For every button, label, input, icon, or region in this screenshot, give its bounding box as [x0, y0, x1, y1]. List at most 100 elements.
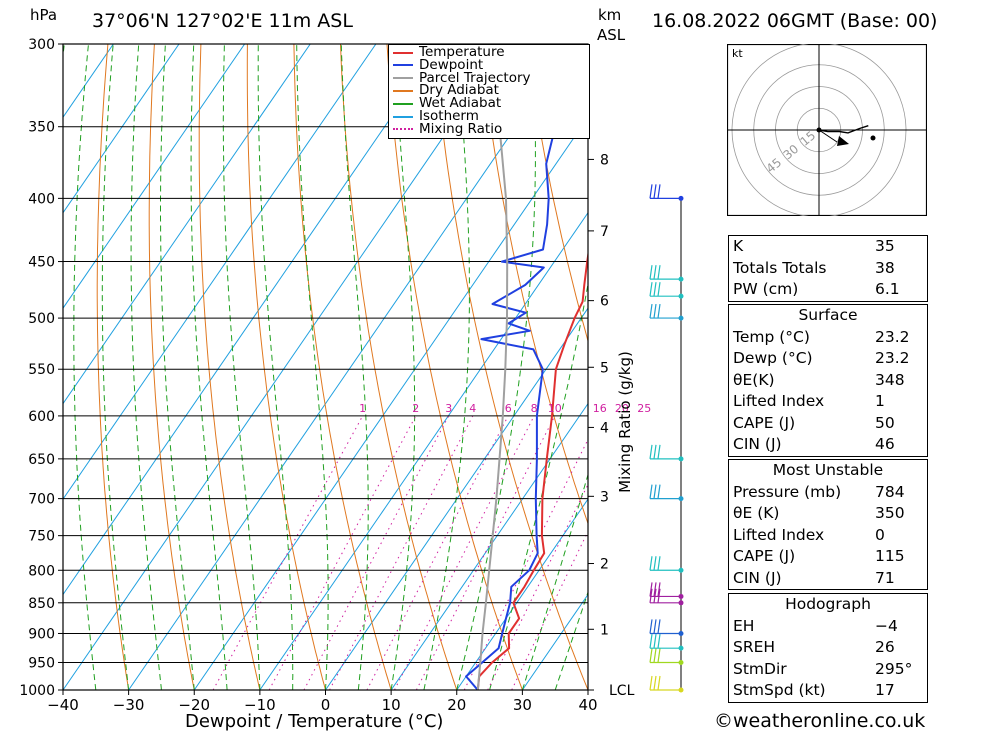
row-value: 784: [875, 482, 905, 501]
row-value: 0: [875, 525, 885, 544]
wind-barb: [649, 648, 684, 665]
wet-adiabat-line: [521, 473, 588, 690]
table-row: SREH 26: [729, 637, 927, 659]
row-value: −4: [875, 616, 898, 635]
wind-barb: [649, 634, 684, 651]
wind-barb-flag: [657, 588, 661, 603]
legend-swatch: [393, 51, 413, 54]
wind-barb-flag: [649, 619, 653, 634]
table-row: Lifted Index 0: [729, 525, 927, 547]
row-value: 295°: [875, 659, 913, 678]
dry-adiabat-line: [386, 44, 523, 690]
dewpoint-line: [465, 44, 559, 690]
row-value: 23.2: [875, 349, 910, 367]
height-tick-label: 3: [600, 489, 609, 505]
wind-barb: [649, 304, 684, 321]
row-label: SREH: [733, 638, 776, 656]
wind-barb-flag: [657, 648, 661, 663]
row-value: 46: [875, 435, 895, 453]
most-unstable-table: Most Unstable Pressure (mb) 784 θE (K) 350 Li…: [728, 459, 928, 590]
wind-barb-flag: [649, 444, 653, 459]
wind-barb-flag: [649, 675, 653, 691]
wind-barb-flag: [653, 556, 657, 571]
legend-item: Parcel Trajectory: [393, 71, 531, 85]
legend-label: Mixing Ratio: [419, 120, 503, 137]
isotherm-line: [259, 211, 588, 690]
skew-t-chart: 1 2 3 4 6 8 10 16 20 25 3003504004505005506006507…: [19, 37, 684, 714]
height-tick-label: 4: [600, 420, 609, 436]
row-label: Lifted Index: [733, 392, 825, 410]
mixing-ratio-label: 10: [548, 402, 562, 415]
wind-barb-flag: [653, 444, 657, 459]
table-row: CIN (J) 46: [729, 434, 927, 456]
wind-barb-flag: [653, 582, 657, 597]
dry-adiabat-line: [246, 44, 326, 690]
wind-barb-flag: [653, 634, 657, 649]
table-row: Pressure (mb) 784: [729, 482, 927, 504]
wind-barb-flag: [649, 282, 653, 297]
legend-item: Mixing Ratio: [393, 120, 503, 137]
pressure-tick-label: 650: [28, 452, 55, 468]
height-tick-label: 6: [600, 294, 609, 310]
row-value: 1: [875, 392, 885, 410]
wind-barb-flag: [649, 265, 653, 280]
wind-barb-flag: [649, 304, 653, 319]
wind-barb-flag: [657, 484, 661, 499]
row-label: StmDir: [733, 659, 787, 678]
wind-barb-flag: [657, 556, 661, 571]
wet-adiabat-line: [73, 44, 97, 690]
row-value: 50: [875, 413, 895, 432]
table-title: Most Unstable: [772, 461, 884, 479]
mixing-ratio-line: [268, 415, 417, 690]
wind-barb: [649, 484, 684, 502]
wind-barb: [649, 588, 684, 606]
lcl-label: LCL: [609, 683, 635, 699]
mixing-ratio-label: 3: [445, 402, 452, 415]
wind-barb-flag: [657, 444, 661, 459]
chart-legend: Temperature Dewpoint Parcel Trajectory Dry …: [388, 44, 590, 139]
legend-label: Temperature: [419, 44, 505, 60]
isotherm-line: [325, 307, 588, 690]
wind-barb-flag: [649, 582, 653, 597]
temperature-tick-label: −20: [178, 696, 210, 714]
wet-adiabat-line: [423, 44, 470, 690]
wind-barb-flag: [657, 675, 661, 691]
pressure-tick-label: 950: [28, 655, 55, 671]
legend-item: Dewpoint: [393, 58, 483, 72]
row-label: θE(K): [733, 370, 775, 389]
row-value: 26: [875, 638, 895, 656]
mixing-ratio-label: 4: [469, 402, 476, 415]
asl-label: ASL: [597, 26, 626, 44]
x-axis-label: Dewpoint / Temperature (°C): [185, 711, 444, 732]
row-label: θE (K): [733, 504, 780, 522]
legend-swatch: [393, 115, 413, 118]
legend-swatch: [393, 64, 413, 67]
location-title: 37°06'N 127°02'E 11m ASL: [92, 10, 353, 32]
mixing-ratio-axis-label: Mixing Ratio (g/kg): [616, 351, 634, 493]
legend-swatch: [393, 77, 413, 80]
table-row: θE (K) 350: [729, 503, 927, 525]
row-label: Totals Totals: [733, 258, 827, 277]
legend-swatch: [393, 128, 413, 131]
storm-motion-vector: [818, 129, 838, 143]
legend-item: Wet Adiabat: [393, 96, 501, 110]
wet-adiabat-line: [257, 44, 294, 690]
mixing-ratio-line: [303, 415, 450, 690]
legend-item: Isotherm: [393, 109, 479, 123]
row-label: Pressure (mb): [733, 482, 842, 501]
isotherm-line: [456, 498, 588, 690]
wet-adiabat-line: [296, 44, 329, 690]
wind-barb: [649, 444, 684, 462]
site-name: weatheronline.co.uk: [733, 710, 926, 732]
wind-barb-flag: [657, 282, 661, 297]
wind-barb-flag: [649, 556, 653, 571]
wind-barb-flag: [653, 282, 657, 297]
temperature-tick-label: 0: [321, 696, 331, 714]
pressure-tick-label: 700: [28, 492, 55, 508]
row-value: 348: [875, 370, 905, 389]
pressure-tick-label: 550: [28, 362, 55, 378]
dry-adiabat-line: [479, 44, 588, 525]
table-row: CAPE (J) 50: [729, 413, 927, 435]
row-value: 17: [875, 681, 895, 699]
row-value: 71: [875, 568, 895, 587]
